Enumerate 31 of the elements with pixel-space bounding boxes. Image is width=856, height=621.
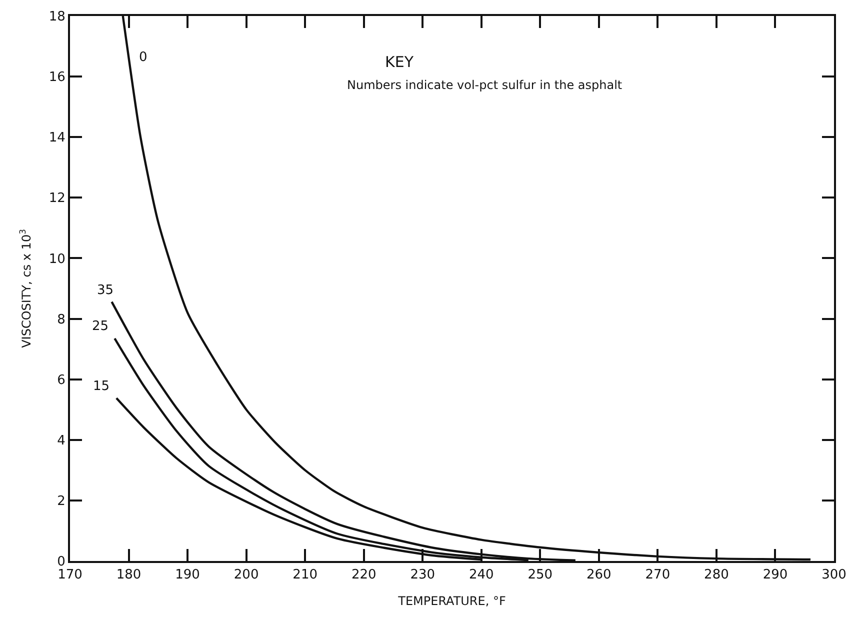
y-tick-label: 8 xyxy=(57,312,66,328)
x-axis-title: TEMPERATURE, °F xyxy=(397,594,506,608)
x-tick-label: 240 xyxy=(468,568,494,583)
y-tick-label: 16 xyxy=(48,70,66,86)
x-tick-label: 190 xyxy=(175,568,200,583)
x-tick-label: 220 xyxy=(351,568,376,583)
series-label: 35 xyxy=(97,283,114,298)
x-tick-label: 210 xyxy=(292,568,318,583)
x-tick-label: 270 xyxy=(645,568,670,583)
x-tick-label: 250 xyxy=(528,568,553,583)
x-tick-label: 200 xyxy=(234,568,259,583)
y-tick-label: 6 xyxy=(57,372,66,388)
annotation: Numbers indicate vol-pct sulfur in the asphalt xyxy=(347,78,622,92)
x-tick-label: 170 xyxy=(58,568,82,583)
y-tick-label: 4 xyxy=(57,433,66,448)
x-tick-label: 280 xyxy=(704,568,729,583)
y-tick-label: 10 xyxy=(48,252,66,267)
annotation: KEY xyxy=(385,53,414,71)
y-tick-label: 2 xyxy=(57,494,66,509)
series-label: 0 xyxy=(139,50,148,65)
x-tick-label: 300 xyxy=(822,568,846,583)
x-tick-label: 180 xyxy=(116,568,142,583)
series-label: 25 xyxy=(92,319,109,334)
y-tick-label: 14 xyxy=(48,130,66,146)
y-tick-label: 18 xyxy=(48,10,66,25)
series-label: 15 xyxy=(93,379,110,394)
x-tick-label: 290 xyxy=(762,568,788,583)
y-tick-label: 12 xyxy=(48,191,66,206)
x-tick-label: 230 xyxy=(410,568,436,583)
y-tick-label: 0 xyxy=(57,554,66,570)
x-tick-label: 260 xyxy=(586,568,612,583)
